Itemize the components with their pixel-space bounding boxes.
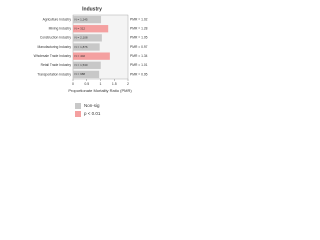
bar (73, 52, 110, 60)
bar (73, 70, 100, 79)
x-tick-label: 2 (127, 82, 129, 86)
legend-swatch (75, 103, 81, 109)
y-tick-label: Construction Industry (40, 36, 72, 40)
y-tick-label: Transportation Industry (37, 72, 71, 76)
legend-label: p < 0.01 (84, 111, 101, 116)
chart-title: Industry (82, 6, 102, 12)
x-tick-label: 1.5 (112, 82, 117, 86)
x-axis-title: Proportionate Mortality Ratio (PMR) (68, 88, 132, 93)
bar (73, 43, 100, 51)
value-label: PMR = 1.34 (130, 54, 148, 58)
x-tick-label: 0.5 (84, 82, 89, 86)
bar (73, 25, 109, 33)
n-label: N = 1,245 (75, 17, 88, 21)
y-tick-label: Agriculture Industry (43, 17, 72, 21)
n-label: N = 1,530 (75, 63, 88, 67)
y-tick-label: Wholesale Trade Industry (34, 54, 72, 58)
legend-swatch (75, 111, 81, 117)
value-label: PMR = 1.05 (130, 36, 148, 40)
value-label: PMR = 0.97 (130, 45, 148, 49)
bar (73, 15, 102, 24)
x-tick-label: 1 (100, 82, 102, 86)
value-label: PMR = 1.28 (130, 27, 148, 31)
y-tick-label: Mining Industry (49, 27, 72, 31)
value-label: PMR = 1.02 (130, 17, 148, 21)
legend-label: Non-sig (84, 103, 100, 108)
y-tick-label: Retail Trade Industry (41, 63, 72, 67)
y-tick-label: Manufacturing Industry (37, 45, 71, 49)
value-label: PMR = 0.95 (130, 72, 148, 76)
bar (73, 61, 101, 69)
chart: Industry Proportionate Mortality Ratio (… (34, 6, 148, 117)
n-label: N = 1,876 (75, 45, 88, 49)
n-label: N = 2,108 (75, 36, 88, 40)
n-label: N = 988 (75, 72, 86, 76)
x-tick-label: 0 (72, 82, 74, 86)
bar (73, 34, 102, 42)
n-label: N = 312 (75, 27, 86, 31)
n-label: N = 402 (75, 54, 86, 58)
value-label: PMR = 1.01 (130, 63, 148, 67)
